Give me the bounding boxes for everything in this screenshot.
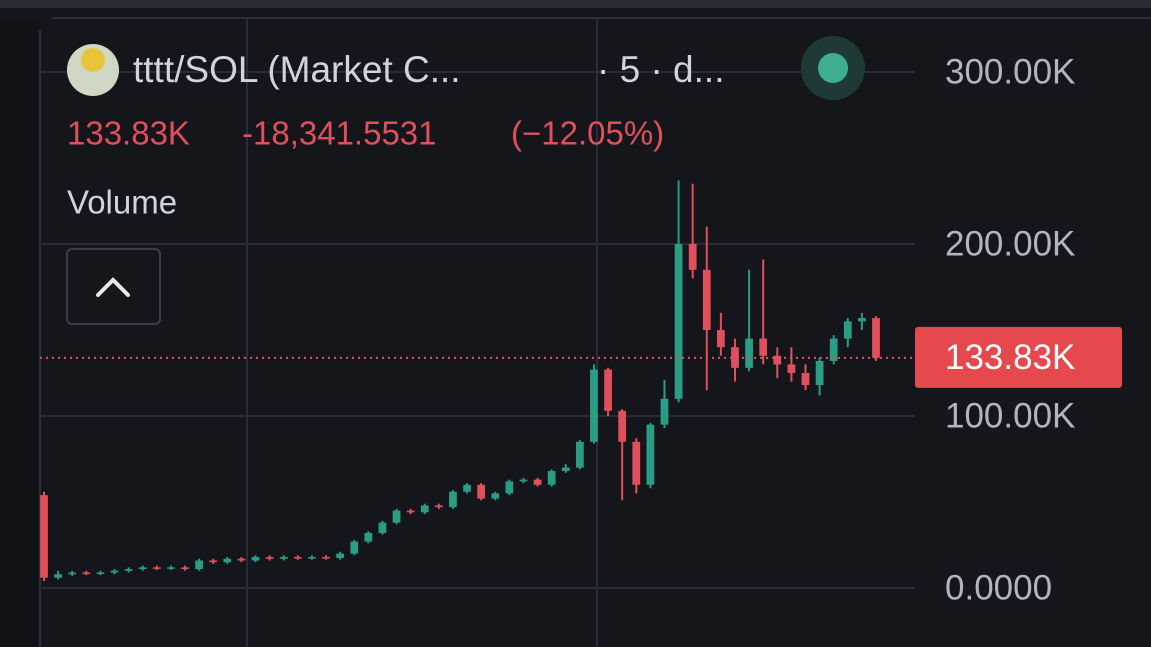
candle-body [519, 479, 528, 482]
plot-area [40, 71, 915, 590]
legend-label: Volume [67, 184, 177, 221]
candle-body [829, 338, 838, 361]
candle-body [293, 557, 302, 559]
top-bar [0, 0, 1151, 8]
candle-body [717, 330, 725, 348]
candle-body [787, 364, 796, 374]
candle-body [618, 410, 627, 442]
candle-body [561, 467, 570, 472]
candle-body [843, 321, 852, 339]
candle-body [138, 567, 147, 570]
y-tick-label: 0.0000 [945, 568, 1052, 607]
candle-body [646, 424, 655, 485]
candle-body [54, 574, 62, 578]
candle-body [801, 373, 810, 386]
chevron-icon[interactable] [96, 277, 130, 297]
candle-body [336, 553, 345, 558]
interval-label: · 5 · d... [597, 49, 724, 90]
candle-body [688, 244, 697, 270]
candle-body [449, 491, 457, 508]
candle-body [745, 338, 753, 368]
candle-body [604, 369, 612, 411]
candle-body [463, 484, 471, 492]
candle-body [872, 317, 880, 358]
price-tag [915, 326, 1122, 388]
candle-body [124, 569, 133, 571]
candle-body [632, 441, 641, 485]
candle-body [251, 557, 260, 561]
candle-body [152, 567, 161, 569]
candle-body [322, 557, 330, 559]
price-tag-label: 133.83K [945, 338, 1075, 377]
candle-body [96, 572, 105, 575]
candle-body [477, 484, 486, 499]
candle-body [660, 398, 669, 425]
candle-body [181, 567, 189, 570]
y-tick-label: 200.00K [945, 224, 1075, 263]
button-frame[interactable] [66, 248, 161, 325]
candle-body [209, 560, 218, 563]
candle-body [392, 510, 401, 523]
candle-body [491, 493, 500, 499]
candle-body [533, 479, 542, 485]
candle-body [82, 572, 91, 575]
y-tick-label: 300.00K [945, 52, 1075, 91]
last-price: 133.83K [67, 115, 190, 152]
candle-body [40, 495, 48, 578]
candle-body [237, 558, 246, 561]
candle-body [420, 505, 429, 513]
price-change: -18,341.5531 [242, 115, 437, 152]
candle-body [406, 510, 415, 513]
candle-body [674, 244, 683, 399]
candle-body [590, 369, 598, 442]
candle-body [547, 471, 556, 485]
candle-body [279, 557, 288, 559]
collapse-button[interactable] [66, 248, 161, 325]
candle-body [110, 570, 119, 573]
candle-body [505, 481, 514, 494]
candle-body [265, 557, 274, 559]
token-avatar-hat [81, 48, 105, 72]
candle-body [773, 355, 782, 365]
candle-body [759, 338, 768, 356]
price-change-pct: (−12.05%) [511, 115, 664, 152]
side-panel [0, 18, 40, 647]
candle-body [68, 572, 77, 575]
candle-body [575, 441, 584, 468]
candle-body [731, 347, 739, 368]
candle-body [167, 567, 175, 569]
candle-body [378, 522, 387, 533]
y-tick-label: 100.00K [945, 396, 1075, 435]
candle-body [702, 269, 711, 331]
candle-body [308, 557, 316, 559]
candle-body [364, 532, 373, 542]
candle-body [195, 560, 203, 570]
status-dot [818, 53, 848, 83]
chart-title: tttt/SOL (Market C... [133, 49, 461, 90]
candle-body [350, 541, 359, 554]
candle-body [223, 558, 232, 563]
candle-body [434, 505, 443, 508]
candle-body [815, 360, 824, 386]
candle-body [858, 317, 866, 322]
